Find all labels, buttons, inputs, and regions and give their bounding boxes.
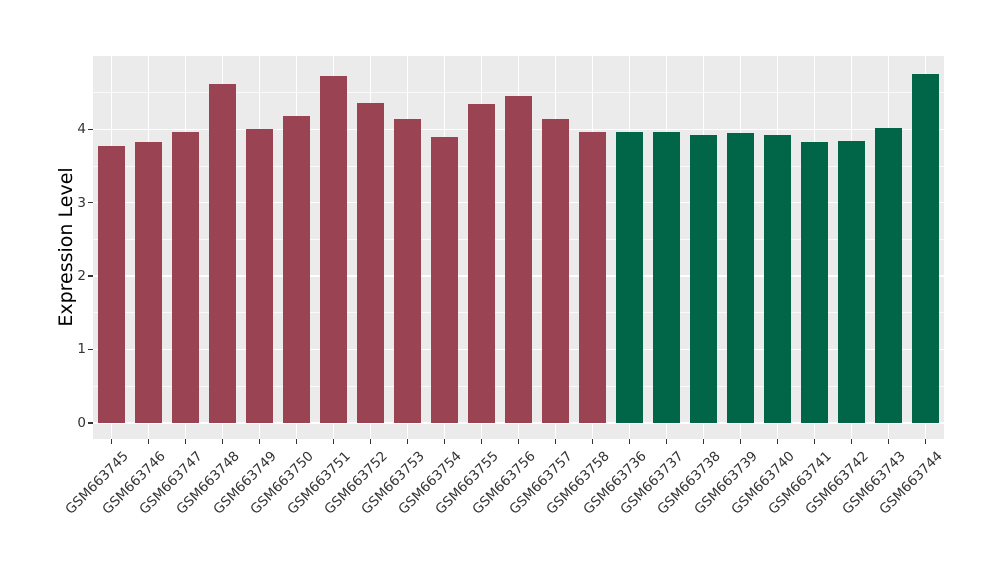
y-tick-label: 4 <box>77 121 86 138</box>
x-tick-mark <box>258 439 261 444</box>
bar-GSM663752 <box>357 102 384 423</box>
y-tick-label: 1 <box>77 341 86 358</box>
bar-GSM663739 <box>727 133 754 423</box>
bar-GSM663756 <box>505 95 532 423</box>
x-tick-mark <box>110 439 113 444</box>
bar-GSM663747 <box>172 131 199 423</box>
x-tick-mark <box>554 439 557 444</box>
y-tick-mark <box>88 348 93 351</box>
y-tick-mark <box>88 422 93 424</box>
x-tick-mark <box>480 439 483 444</box>
x-tick-mark <box>332 439 335 444</box>
bar-GSM663740 <box>764 135 791 423</box>
x-tick-mark <box>443 439 446 444</box>
y-tick-label: 3 <box>77 194 86 211</box>
y-axis-title: Expression Level <box>55 167 77 327</box>
bar-GSM663758 <box>579 132 606 423</box>
bar-GSM663738 <box>690 134 717 423</box>
bar-GSM663744 <box>912 73 939 423</box>
y-tick-label: 2 <box>77 268 86 285</box>
plot-panel <box>93 56 944 439</box>
bar-GSM663736 <box>616 131 643 423</box>
y-tick-mark <box>88 275 93 277</box>
x-tick-mark <box>665 439 668 444</box>
y-tick-mark <box>88 128 93 131</box>
bar-GSM663755 <box>468 103 495 423</box>
bar-GSM663741 <box>801 141 828 423</box>
bar-GSM663742 <box>838 141 865 423</box>
bar-GSM663749 <box>246 129 273 423</box>
x-tick-mark <box>887 439 890 444</box>
bar-GSM663743 <box>875 127 902 423</box>
x-tick-mark <box>221 439 224 444</box>
x-tick-mark <box>850 439 853 444</box>
bar-GSM663737 <box>653 132 680 423</box>
bar-GSM663748 <box>209 83 236 423</box>
x-tick-mark <box>776 439 779 444</box>
y-tick-mark <box>88 202 93 204</box>
x-tick-mark <box>924 439 927 444</box>
bar-GSM663751 <box>320 75 347 423</box>
x-tick-mark <box>295 439 298 444</box>
bar-GSM663757 <box>542 119 569 423</box>
x-tick-mark <box>813 439 816 444</box>
x-tick-mark <box>406 439 409 444</box>
y-tick-label: 0 <box>77 414 86 431</box>
bar-GSM663753 <box>394 119 421 423</box>
bar-GSM663754 <box>431 136 458 423</box>
x-tick-mark <box>147 439 150 444</box>
x-tick-mark <box>739 439 742 444</box>
bar-GSM663745 <box>98 146 125 423</box>
bar-GSM663750 <box>283 116 310 423</box>
x-tick-mark <box>184 439 187 444</box>
x-tick-mark <box>369 439 372 444</box>
bar-GSM663746 <box>135 141 162 423</box>
x-tick-mark <box>517 439 520 444</box>
x-tick-mark <box>628 439 631 444</box>
x-tick-mark <box>591 439 594 444</box>
x-tick-mark <box>702 439 705 444</box>
